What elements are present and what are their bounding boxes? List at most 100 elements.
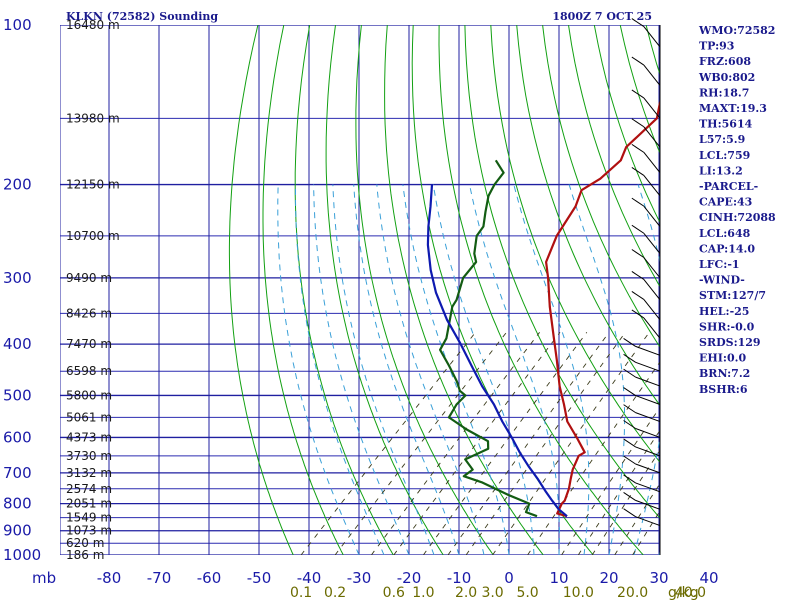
temperature-tick-label: -70 xyxy=(147,569,172,587)
index-entry: WB0:802 xyxy=(698,71,755,84)
mixing-ratio-line xyxy=(561,406,660,555)
index-entry: BSHR:6 xyxy=(699,383,748,396)
temperature-tick-label: -30 xyxy=(347,569,372,587)
wind-barb-flag xyxy=(623,438,636,448)
wind-barb-flag xyxy=(623,508,636,518)
height-label: 186 m xyxy=(66,548,104,562)
temperature-tick-label: 30 xyxy=(649,569,668,587)
dry-adiabat xyxy=(384,25,544,555)
pressure-unit-label: mb xyxy=(32,569,56,587)
moist-adiabat xyxy=(633,184,660,555)
dry-adiabats xyxy=(228,25,800,555)
valid-time: 1800Z 7 OCT 25 xyxy=(552,10,652,23)
height-label: 5800 m xyxy=(66,389,112,403)
isotherm-isobar-grid xyxy=(60,25,660,555)
wind-barb-flag xyxy=(631,89,645,99)
moist-adiabat xyxy=(376,184,485,555)
mixing-ratio-label: 0.1 xyxy=(290,585,312,600)
index-entry: SRDS:129 xyxy=(699,336,761,349)
wind-barb xyxy=(643,317,661,339)
mixing-ratio-label: 3.0 xyxy=(481,585,503,600)
wind-barb-flag xyxy=(623,474,636,484)
moist-adiabat xyxy=(277,184,360,555)
index-entry: BRN:7.2 xyxy=(699,367,750,380)
wind-barb xyxy=(643,152,661,174)
height-label: 13980 m xyxy=(66,111,120,125)
dry-adiabat xyxy=(438,25,644,555)
dry-adiabat xyxy=(262,25,344,555)
wind-barb xyxy=(635,446,661,457)
pressure-label: 400 xyxy=(3,335,32,353)
moist-adiabat xyxy=(432,184,535,555)
dry-adiabat xyxy=(776,25,800,555)
index-entry: RH:18.7 xyxy=(699,86,749,99)
height-label: 3730 m xyxy=(66,449,112,463)
wind-barb xyxy=(635,395,661,405)
pressure-label: 1000 xyxy=(3,546,41,564)
height-label: 9490 m xyxy=(66,271,112,285)
wind-barb xyxy=(635,463,661,474)
moist-adiabat xyxy=(402,184,510,555)
height-label: 2051 m xyxy=(66,497,112,511)
wind-barb-flag xyxy=(623,368,636,378)
index-entry: STM:127/7 xyxy=(699,289,766,302)
wind-barb-flag xyxy=(631,309,645,319)
mixing-ratio-line xyxy=(591,449,660,555)
dry-adiabat xyxy=(355,25,494,555)
plot-border xyxy=(60,25,660,555)
wind-barb-flag xyxy=(623,455,636,465)
height-label: 2574 m xyxy=(66,482,112,496)
mixing-ratio-label: 1.0 xyxy=(412,585,434,600)
wind-barb xyxy=(643,205,661,227)
pressure-label: 500 xyxy=(3,387,32,405)
moist-adiabat xyxy=(513,184,590,555)
index-entry: TP:93 xyxy=(699,40,734,53)
index-entry: -PARCEL- xyxy=(699,180,758,193)
temperature-tick-label: -40 xyxy=(297,569,322,587)
moist-adiabat xyxy=(332,184,435,555)
wind-barb xyxy=(635,516,661,527)
wind-barb xyxy=(635,499,661,510)
wind-barb xyxy=(643,64,661,86)
mixing-ratio-label: 20.0 xyxy=(617,585,648,600)
wind-barb xyxy=(643,299,661,321)
height-label: 1073 m xyxy=(66,524,112,538)
wind-barbs xyxy=(623,18,661,555)
mixing-ratio-label: 0.2 xyxy=(324,585,346,600)
temperature-tick-label: -80 xyxy=(97,569,122,587)
mixing-ratio-label: 0.6 xyxy=(383,585,405,600)
wind-barb-flag xyxy=(631,166,645,176)
height-label: 620 m xyxy=(66,536,104,550)
mixing-ratio-label: 5.0 xyxy=(516,585,538,600)
temperature-tick-label: 20 xyxy=(599,569,618,587)
height-label: 8426 m xyxy=(66,306,112,320)
wind-barb-flag xyxy=(623,404,636,414)
mixing-ratio-line xyxy=(300,332,476,555)
index-entry: -WIND- xyxy=(699,274,745,287)
index-entry: EHI:0.0 xyxy=(699,352,746,365)
dry-adiabat xyxy=(568,25,660,288)
temperature-tick-label: -60 xyxy=(197,569,222,587)
index-entry: FRZ:608 xyxy=(699,55,751,68)
height-label: 7470 m xyxy=(66,337,112,351)
index-entry: L57:5.9 xyxy=(699,133,745,146)
pressure-label: 300 xyxy=(3,269,32,287)
index-entry: HEL:-25 xyxy=(699,305,749,318)
moist-adiabat xyxy=(353,184,460,555)
series-dewpoint xyxy=(439,159,538,518)
index-entry: MAXT:19.3 xyxy=(699,102,767,115)
mixing-ratio-line xyxy=(527,361,660,555)
wind-barb-flag xyxy=(631,143,645,153)
height-label: 1549 m xyxy=(66,511,112,525)
wind-barb-flag xyxy=(631,224,645,234)
wind-barb xyxy=(635,345,661,356)
wind-barb xyxy=(643,26,661,48)
pressure-label: 200 xyxy=(3,176,32,194)
wind-barb xyxy=(635,428,661,438)
index-entry: TH:5614 xyxy=(699,118,753,131)
mixing-ratio-unit: g/kg xyxy=(668,585,699,600)
moist-adiabat xyxy=(313,184,410,555)
pressure-label: 900 xyxy=(3,522,32,540)
dry-adiabat xyxy=(516,25,660,407)
